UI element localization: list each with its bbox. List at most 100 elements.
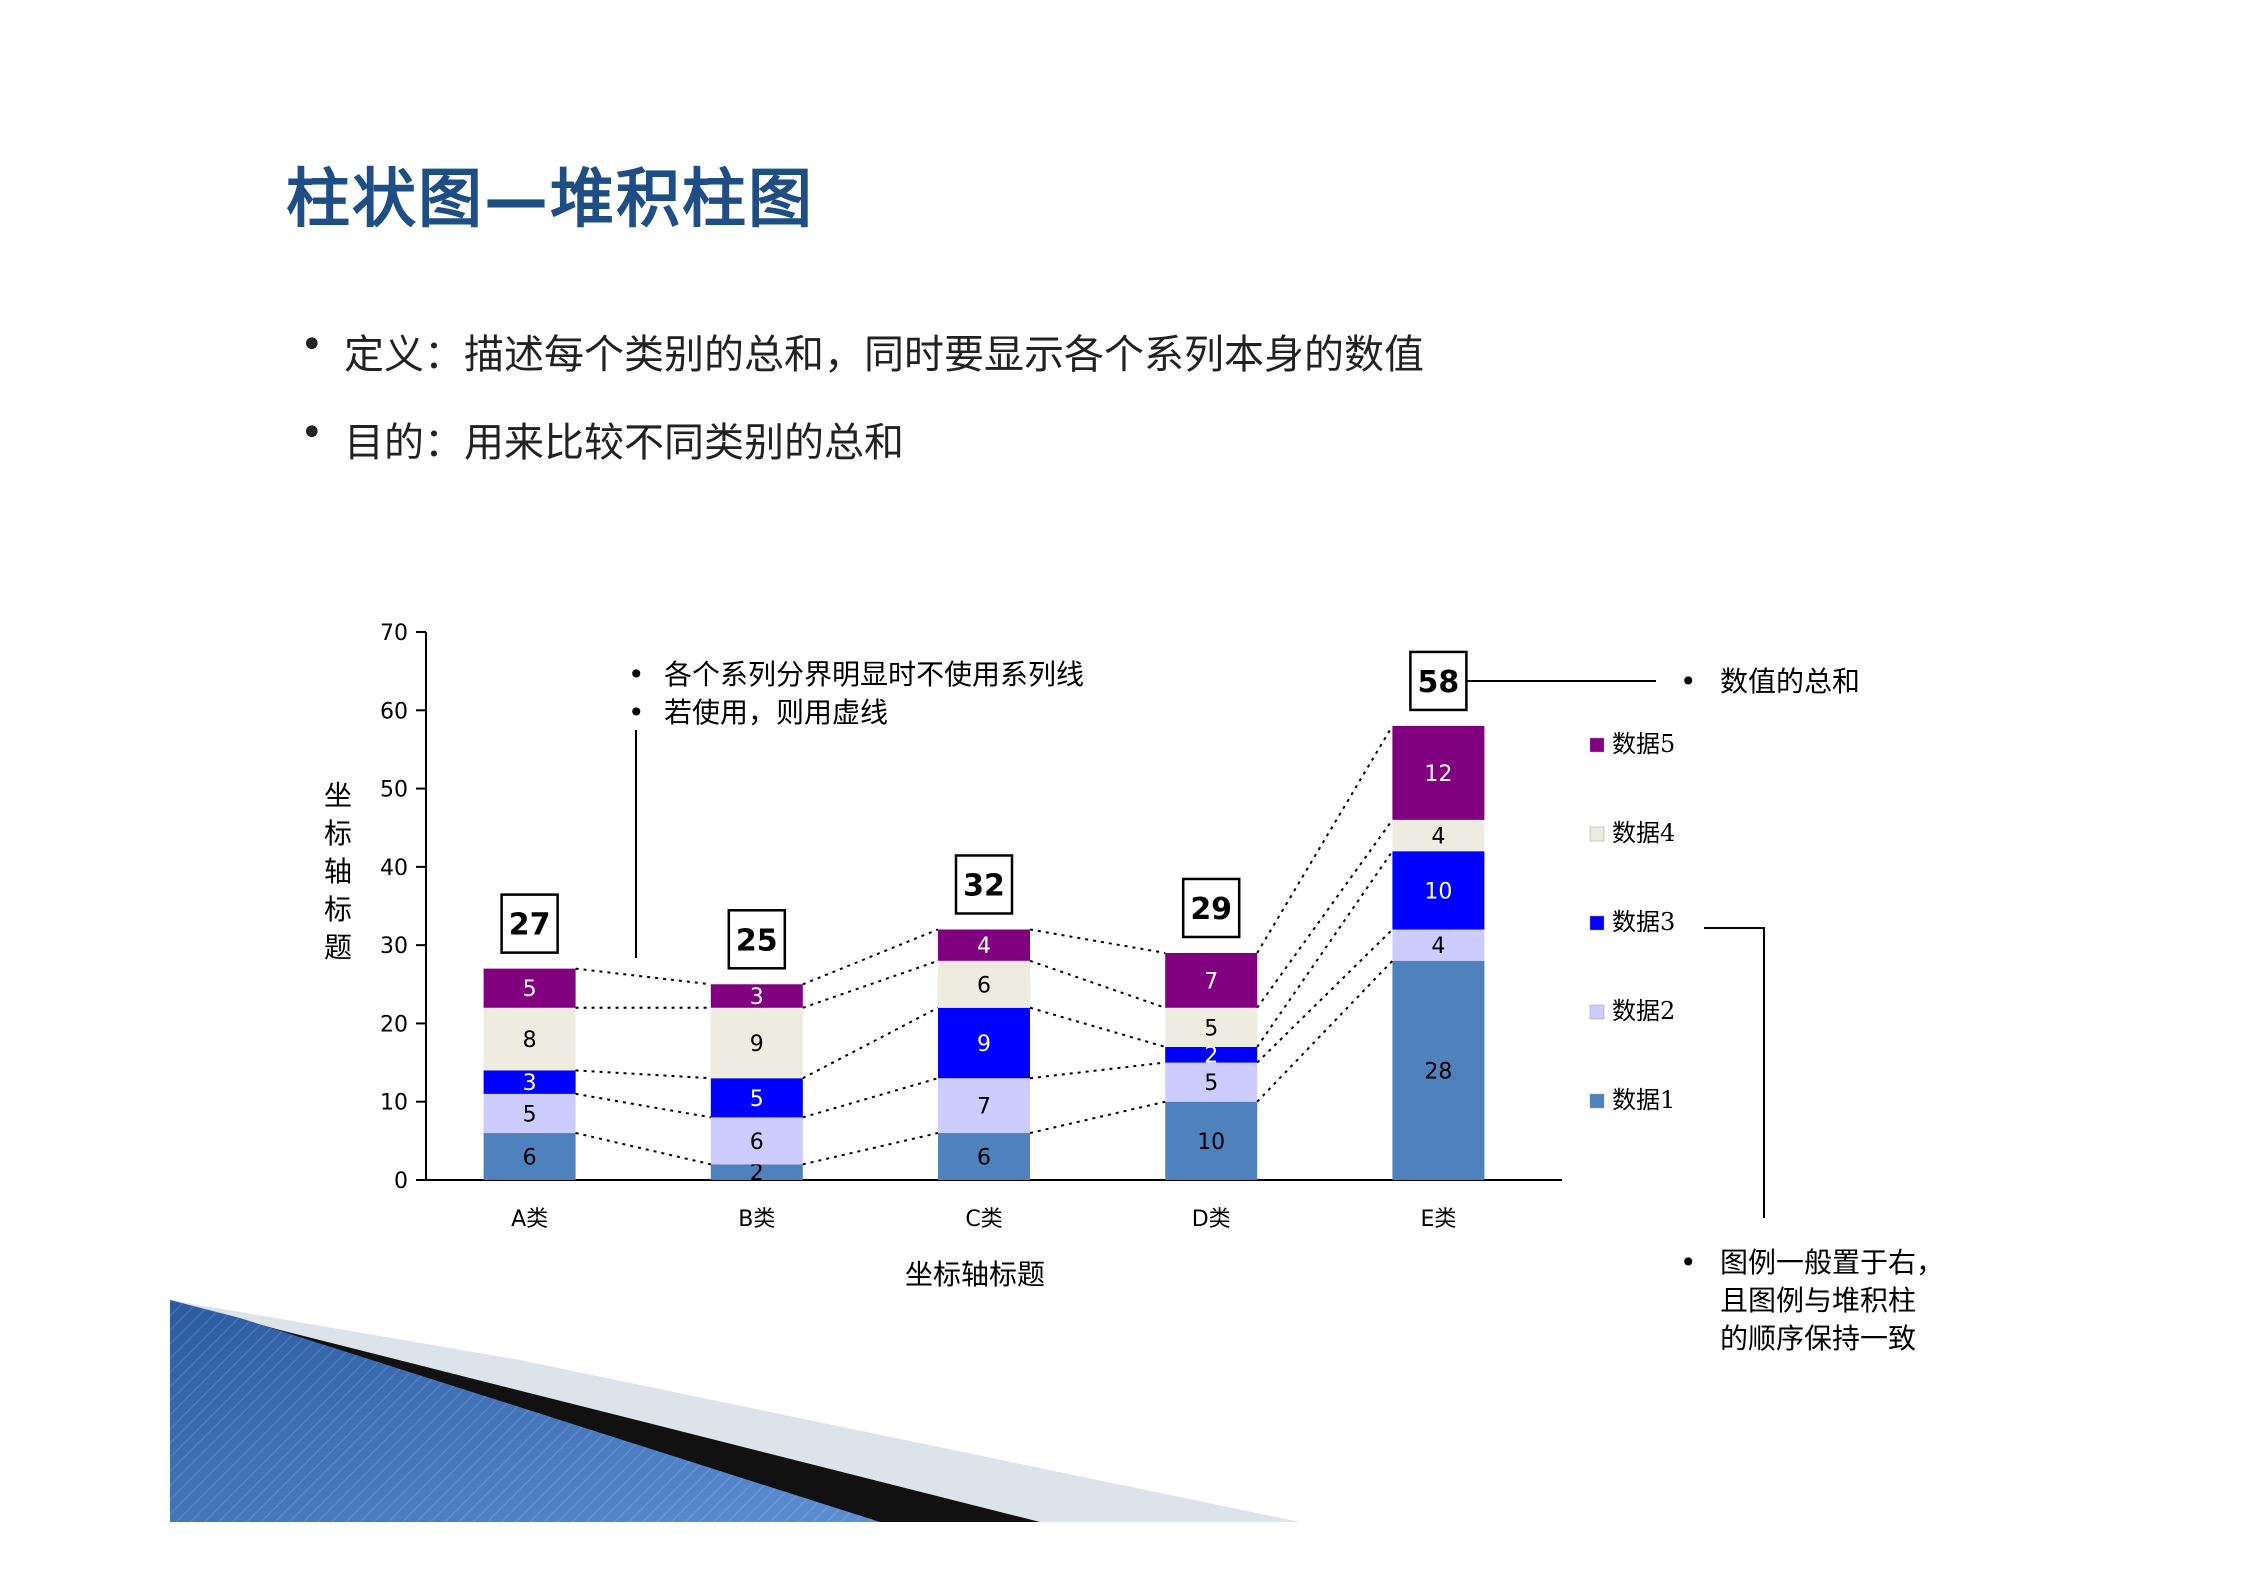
total-label: 58 <box>1418 665 1460 700</box>
legend-swatch <box>1589 915 1605 931</box>
series-line <box>1029 1061 1166 1080</box>
legend-label: 数据2 <box>1612 997 1675 1025</box>
total-box <box>1181 877 1241 939</box>
data-label: 4 <box>1431 825 1445 850</box>
y-axis-title-char: 坐 <box>324 779 352 812</box>
bar-segment <box>710 984 803 1008</box>
annotation-bullet: • <box>1680 665 1697 698</box>
data-label: 10 <box>1197 1130 1225 1155</box>
data-label: 9 <box>977 1032 991 1057</box>
bar-segment <box>938 929 1030 961</box>
annotation-bullet: • <box>1680 1246 1697 1279</box>
series-line <box>1256 819 1394 1009</box>
data-label: 10 <box>1424 879 1452 904</box>
annotation-series-lines-text: 若使用，则用虚线 <box>664 696 888 729</box>
annotation-bullet: • <box>628 658 645 691</box>
y-tick-label: 70 <box>380 621 408 646</box>
y-tick-label: 50 <box>380 778 408 803</box>
y-axis-title-char: 标 <box>324 817 352 850</box>
bar-segment <box>483 1133 576 1180</box>
data-label: 6 <box>977 1146 991 1171</box>
data-label: 2 <box>750 1161 764 1186</box>
legend-swatch <box>1589 1093 1605 1109</box>
annotation-legend-text: 且图例与堆积柱 <box>1720 1284 1916 1317</box>
bar-segment <box>1165 1046 1258 1063</box>
bar-segment <box>710 1007 803 1079</box>
data-label: 4 <box>977 934 991 959</box>
data-label: 5 <box>1204 1071 1218 1096</box>
bar-segment <box>1392 819 1485 852</box>
total-box <box>727 909 787 970</box>
legend-label: 数据1 <box>1612 1086 1675 1114</box>
annotation-series-lines-text: 各个系列分界明显时不使用系列线 <box>664 658 1084 691</box>
total-label: 27 <box>509 908 551 943</box>
bar-segment <box>1165 1007 1258 1047</box>
bar-segment <box>483 1070 576 1094</box>
bullet-purpose: 目的：用来比较不同类别的总和 <box>300 410 1424 468</box>
data-label: 6 <box>977 973 991 998</box>
data-label: 6 <box>750 1130 764 1155</box>
legend-label: 数据5 <box>1612 730 1675 758</box>
data-label: 28 <box>1424 1059 1452 1084</box>
bar-segment <box>1392 725 1485 820</box>
bar-segment <box>938 1078 1030 1134</box>
annotation-bullet: • <box>628 696 645 729</box>
annotation-leader-line <box>1704 927 1765 1218</box>
series-line <box>575 967 711 986</box>
bar-segment <box>1165 1062 1258 1102</box>
bar-segment <box>1392 960 1485 1180</box>
y-axis-title-char: 标 <box>324 893 352 926</box>
legend-label: 数据4 <box>1612 819 1675 847</box>
bullet-list: 定义：描述每个类别的总和，同时要显示各个系列本身的数值 目的：用来比较不同类别的… <box>300 322 1424 498</box>
y-tick-label: 10 <box>380 1091 408 1116</box>
slide-title: 柱状图—堆积柱图 <box>286 163 814 237</box>
series-line <box>802 928 939 986</box>
x-tick-label: A类 <box>511 1207 548 1232</box>
x-axis-title: 坐标轴标题 <box>905 1258 1045 1291</box>
y-axis-title-char: 题 <box>324 931 352 964</box>
y-tick-label: 20 <box>380 1012 408 1037</box>
data-label: 7 <box>1204 969 1218 994</box>
bar-segment <box>483 1007 576 1071</box>
bar-segment <box>710 1164 803 1180</box>
y-tick-label: 30 <box>380 934 408 959</box>
legend-swatch <box>1589 1004 1605 1020</box>
legend-label: 数据3 <box>1612 908 1675 936</box>
x-tick-label: C类 <box>965 1207 1002 1232</box>
y-tick-label: 0 <box>394 1169 408 1194</box>
y-tick-label: 40 <box>380 856 408 881</box>
data-label: 8 <box>523 1028 537 1053</box>
data-label: 9 <box>750 1032 764 1057</box>
bar-segment <box>710 1117 803 1165</box>
data-label: 12 <box>1424 762 1452 787</box>
total-label: 32 <box>963 868 1005 903</box>
bar-segment <box>483 968 576 1008</box>
series-line <box>575 1092 711 1119</box>
bar-segment <box>938 1133 1030 1180</box>
data-label: 5 <box>523 977 537 1002</box>
data-label: 5 <box>750 1087 764 1112</box>
series-line <box>802 1006 939 1080</box>
annotation-legend-text: 的顺序保持一致 <box>1720 1322 1916 1355</box>
annotation-total-text: 数值的总和 <box>1720 665 1860 698</box>
bar-segment <box>1165 1101 1258 1180</box>
series-line <box>1256 960 1394 1103</box>
series-line <box>575 1069 711 1080</box>
total-label: 25 <box>736 923 778 958</box>
data-label: 6 <box>523 1146 537 1171</box>
x-tick-label: E类 <box>1420 1207 1456 1232</box>
data-label: 2 <box>1204 1044 1218 1069</box>
legend-swatch <box>1589 826 1605 842</box>
bullet-definition: 定义：描述每个类别的总和，同时要显示各个系列本身的数值 <box>300 322 1424 380</box>
bar-segment <box>1392 929 1485 961</box>
y-axis-title-char: 轴 <box>324 855 352 888</box>
x-tick-label: B类 <box>738 1207 775 1232</box>
total-box <box>500 893 559 954</box>
bar-segment <box>1165 952 1258 1008</box>
total-label: 29 <box>1190 892 1232 927</box>
y-tick-label: 60 <box>380 699 408 724</box>
data-label: 3 <box>523 1071 537 1096</box>
bar-segment <box>938 960 1030 1008</box>
